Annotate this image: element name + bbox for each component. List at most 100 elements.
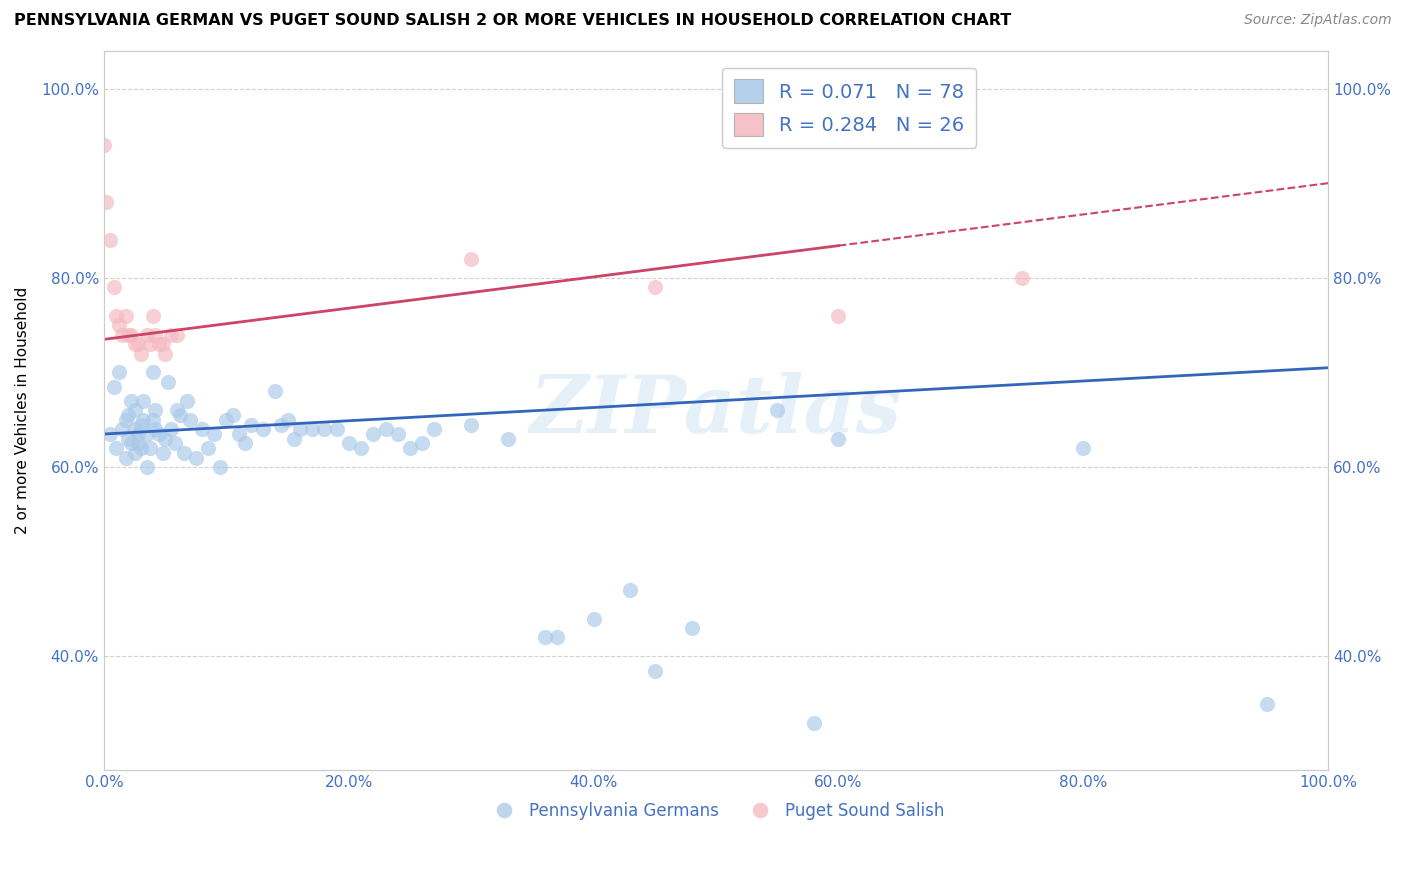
Point [145,422,167,436]
Point [129,417,152,432]
Point [314,422,336,436]
Point [619,583,641,598]
Point [120,436,142,450]
Point [387,427,409,442]
Point [288,422,311,436]
Point [124,403,146,417]
Point [1011,270,1033,285]
Point [132,413,155,427]
Point [129,441,152,455]
Point [399,441,422,455]
Point [681,621,703,635]
Point [127,427,149,442]
Point [127,337,149,351]
Point [145,327,167,342]
Point [169,408,191,422]
Point [139,441,162,455]
Point [301,422,323,436]
Point [132,393,155,408]
Point [142,366,165,380]
Point [145,403,167,417]
Point [423,422,446,436]
Point [156,375,179,389]
Point [135,460,157,475]
Point [135,427,157,442]
Point [98,427,121,442]
Point [105,309,128,323]
Point [117,327,139,342]
Point [166,327,188,342]
Point [179,413,201,427]
Point [184,450,207,465]
Point [160,327,183,342]
Point [163,436,186,450]
Text: PENNSYLVANIA GERMAN VS PUGET SOUND SALISH 2 OR MORE VEHICLES IN HOUSEHOLD CORREL: PENNSYLVANIA GERMAN VS PUGET SOUND SALIS… [14,13,1011,29]
Point [142,413,165,427]
Point [209,460,232,475]
Point [127,436,149,450]
Point [129,346,152,360]
Point [337,436,360,450]
Point [139,337,162,351]
Point [124,446,146,460]
Point [325,422,347,436]
Point [120,327,142,342]
Point [135,327,157,342]
Point [98,233,121,247]
Point [766,403,789,417]
Point [107,366,129,380]
Point [827,432,849,446]
Point [197,441,219,455]
Point [96,195,118,210]
Point [191,422,214,436]
Point [361,427,384,442]
Point [1256,697,1278,711]
Point [117,408,139,422]
Point [582,611,605,625]
Point [460,417,482,432]
Point [546,631,568,645]
Point [1071,441,1094,455]
Point [283,432,305,446]
Point [111,327,134,342]
Point [176,393,198,408]
Point [152,446,174,460]
Point [124,337,146,351]
Point [152,337,174,351]
Point [115,309,138,323]
Point [148,337,170,351]
Point [153,432,176,446]
Point [803,715,825,730]
Point [252,422,274,436]
Point [93,138,115,153]
Point [117,432,139,446]
Point [411,436,433,450]
Point [533,631,555,645]
Text: Source: ZipAtlas.com: Source: ZipAtlas.com [1244,13,1392,28]
Point [277,413,299,427]
Point [644,664,666,678]
Point [105,441,128,455]
Y-axis label: 2 or more Vehicles in Household: 2 or more Vehicles in Household [15,286,30,534]
Point [221,408,243,422]
Point [115,413,138,427]
Point [460,252,482,266]
Point [111,422,134,436]
Point [496,432,519,446]
Point [239,417,262,432]
Point [270,417,292,432]
Point [124,422,146,436]
Point [120,393,142,408]
Point [142,309,165,323]
Point [103,280,125,294]
Point [350,441,373,455]
Point [160,422,183,436]
Point [644,280,666,294]
Legend: Pennsylvania Germans, Puget Sound Salish: Pennsylvania Germans, Puget Sound Salish [481,795,952,826]
Point [166,403,188,417]
Point [153,346,176,360]
Point [374,422,396,436]
Point [148,427,170,442]
Point [103,379,125,393]
Point [827,309,849,323]
